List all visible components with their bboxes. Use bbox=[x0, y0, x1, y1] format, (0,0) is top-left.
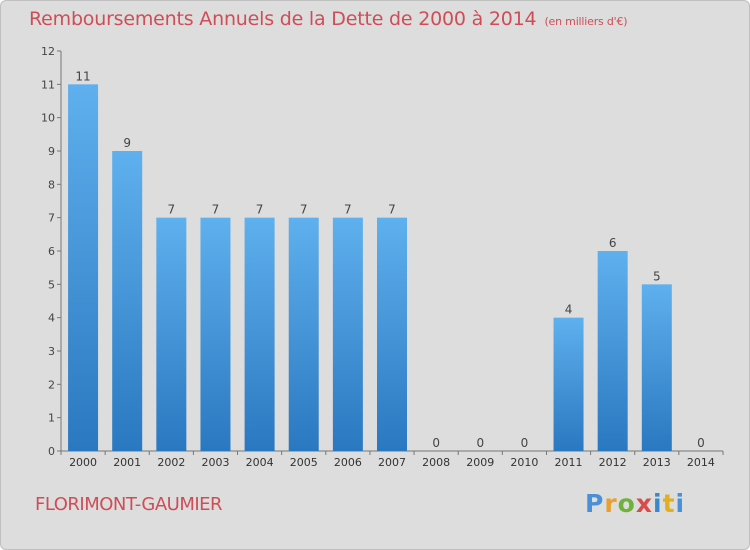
bar-value-label: 5 bbox=[653, 269, 661, 283]
bar-value-label: 7 bbox=[388, 203, 396, 217]
bar-value-label: 4 bbox=[565, 303, 573, 317]
x-tick-label: 2004 bbox=[246, 456, 274, 469]
x-tick-label: 2002 bbox=[157, 456, 185, 469]
chart-title: Remboursements Annuels de la Dette de 20… bbox=[29, 8, 628, 30]
bar-value-label: 7 bbox=[344, 203, 352, 217]
bar bbox=[597, 251, 628, 451]
bar bbox=[200, 217, 231, 451]
x-tick-label: 2007 bbox=[378, 456, 406, 469]
y-tick-label: 4 bbox=[48, 312, 55, 325]
x-tick-label: 2000 bbox=[69, 456, 97, 469]
x-tick-label: 2009 bbox=[466, 456, 494, 469]
bar bbox=[288, 217, 319, 451]
bar bbox=[68, 84, 99, 451]
y-tick-label: 9 bbox=[48, 145, 55, 158]
logo-letter: i bbox=[675, 489, 686, 518]
x-tick-label: 2008 bbox=[422, 456, 450, 469]
y-tick-label: 12 bbox=[41, 45, 55, 58]
y-tick-label: 3 bbox=[48, 345, 55, 358]
bar bbox=[112, 151, 143, 451]
bar-value-label: 0 bbox=[697, 436, 705, 450]
bar-value-label: 6 bbox=[609, 236, 617, 250]
x-tick-label: 2006 bbox=[334, 456, 362, 469]
chart-title-text: Remboursements Annuels de la Dette de 20… bbox=[29, 8, 537, 30]
bar-value-label: 0 bbox=[432, 436, 440, 450]
y-tick-label: 1 bbox=[48, 412, 55, 425]
bar-value-label: 7 bbox=[300, 203, 308, 217]
x-tick-label: 2011 bbox=[555, 456, 583, 469]
bar-value-label: 7 bbox=[168, 203, 176, 217]
bar bbox=[641, 284, 672, 451]
bar-value-label: 0 bbox=[476, 436, 484, 450]
logo-letter: o bbox=[617, 489, 636, 518]
y-tick-label: 8 bbox=[48, 178, 55, 191]
bar-value-label: 7 bbox=[256, 203, 264, 217]
bar bbox=[244, 217, 275, 451]
bar-value-label: 0 bbox=[521, 436, 529, 450]
y-tick-label: 6 bbox=[48, 245, 55, 258]
bar bbox=[156, 217, 187, 451]
x-tick-label: 2003 bbox=[201, 456, 229, 469]
proxiti-logo: Proxiti bbox=[585, 489, 685, 518]
y-tick-label: 7 bbox=[48, 212, 55, 225]
y-tick-label: 10 bbox=[41, 112, 55, 125]
x-tick-label: 2012 bbox=[599, 456, 627, 469]
x-tick-label: 2014 bbox=[687, 456, 715, 469]
unit-note: (en milliers d'€) bbox=[544, 15, 628, 28]
bar bbox=[377, 217, 407, 451]
commune-name: FLORIMONT-GAUMIER bbox=[35, 494, 223, 515]
labels: 11 2000 9 2001 7 2002 7 2003 7 2004 7 2005 7 2006 7 200… bbox=[69, 69, 715, 469]
bar bbox=[332, 217, 363, 451]
x-tick-label: 2005 bbox=[290, 456, 318, 469]
x-tick-label: 2010 bbox=[510, 456, 538, 469]
bars bbox=[68, 84, 672, 451]
bar bbox=[553, 317, 584, 451]
logo-letter: i bbox=[653, 489, 663, 518]
bar-value-label: 11 bbox=[75, 69, 90, 83]
logo-letter: P bbox=[585, 489, 605, 518]
bar-value-label: 9 bbox=[123, 136, 131, 150]
x-tick-label: 2001 bbox=[113, 456, 141, 469]
y-tick-label: 5 bbox=[48, 278, 55, 291]
y-tick-label: 2 bbox=[48, 378, 55, 391]
logo-letter: x bbox=[635, 489, 653, 518]
bar-value-label: 7 bbox=[212, 203, 220, 217]
y-tick-label: 0 bbox=[48, 445, 55, 458]
logo-letter: r bbox=[604, 489, 618, 518]
logo-letter: t bbox=[662, 489, 676, 518]
y-tick-label: 11 bbox=[41, 78, 55, 91]
x-tick-label: 2013 bbox=[643, 456, 671, 469]
